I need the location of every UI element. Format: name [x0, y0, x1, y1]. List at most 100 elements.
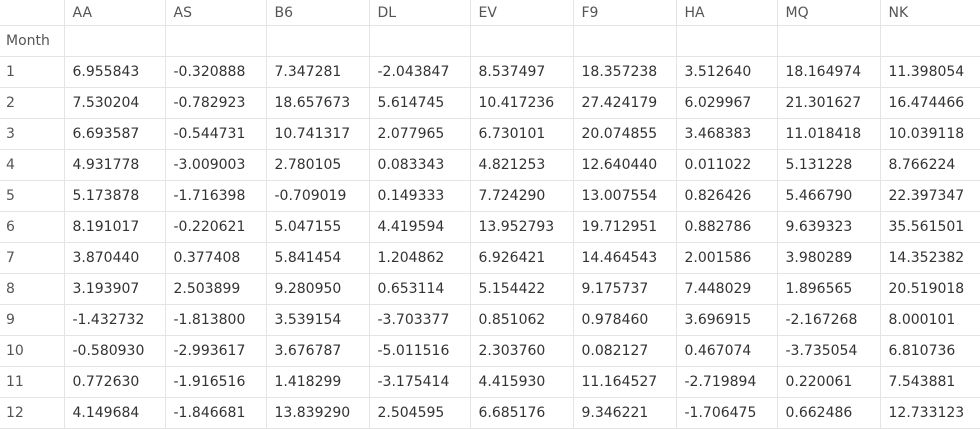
data-cell[interactable]: -2.167268: [776, 304, 881, 336]
column-header[interactable]: B6: [265, 0, 370, 26]
data-cell[interactable]: 12.733123: [879, 397, 980, 429]
data-cell[interactable]: 0.772630: [63, 366, 166, 398]
data-cell[interactable]: 6.730101: [469, 118, 574, 150]
data-cell[interactable]: 5.841454: [265, 242, 370, 274]
data-cell[interactable]: -2.719894: [675, 366, 778, 398]
data-cell[interactable]: 10.039118: [879, 118, 980, 150]
data-cell[interactable]: 7.724290: [469, 180, 574, 212]
data-cell[interactable]: 14.352382: [879, 242, 980, 274]
data-cell[interactable]: -2.993617: [164, 335, 267, 367]
data-cell[interactable]: 0.662486: [776, 397, 881, 429]
data-cell[interactable]: -3.175414: [368, 366, 471, 398]
data-cell[interactable]: 11.018418: [776, 118, 881, 150]
data-cell[interactable]: 20.074855: [572, 118, 677, 150]
data-cell[interactable]: 0.978460: [572, 304, 677, 336]
data-cell[interactable]: 6.029967: [675, 87, 778, 119]
column-header[interactable]: DL: [368, 0, 471, 26]
data-cell[interactable]: 7.543881: [879, 366, 980, 398]
data-cell[interactable]: 0.826426: [675, 180, 778, 212]
data-cell[interactable]: 9.175737: [572, 273, 677, 305]
data-cell[interactable]: 6.685176: [469, 397, 574, 429]
column-header[interactable]: AS: [164, 0, 267, 26]
data-cell[interactable]: -5.011516: [368, 335, 471, 367]
data-cell[interactable]: 20.519018: [879, 273, 980, 305]
data-cell[interactable]: 1.418299: [265, 366, 370, 398]
data-cell[interactable]: 0.653114: [368, 273, 471, 305]
data-cell[interactable]: 5.047155: [265, 211, 370, 243]
data-cell[interactable]: 22.397347: [879, 180, 980, 212]
data-cell[interactable]: 8.766224: [879, 149, 980, 181]
data-cell[interactable]: 5.466790: [776, 180, 881, 212]
data-cell[interactable]: 9.346221: [572, 397, 677, 429]
data-cell[interactable]: 6.693587: [63, 118, 166, 150]
data-cell[interactable]: 3.468383: [675, 118, 778, 150]
data-cell[interactable]: 35.561501: [879, 211, 980, 243]
data-cell[interactable]: 6.926421: [469, 242, 574, 274]
data-cell[interactable]: 13.952793: [469, 211, 574, 243]
data-cell[interactable]: 4.821253: [469, 149, 574, 181]
data-cell[interactable]: 8.191017: [63, 211, 166, 243]
data-cell[interactable]: 0.082127: [572, 335, 677, 367]
data-cell[interactable]: 6.810736: [879, 335, 980, 367]
data-cell[interactable]: -0.220621: [164, 211, 267, 243]
data-cell[interactable]: 10.741317: [265, 118, 370, 150]
data-cell[interactable]: 0.851062: [469, 304, 574, 336]
data-cell[interactable]: -0.782923: [164, 87, 267, 119]
data-cell[interactable]: 2.504595: [368, 397, 471, 429]
data-cell[interactable]: 4.931778: [63, 149, 166, 181]
column-header[interactable]: F9: [572, 0, 677, 26]
data-cell[interactable]: 3.512640: [675, 56, 778, 88]
data-cell[interactable]: 19.712951: [572, 211, 677, 243]
data-cell[interactable]: -1.716398: [164, 180, 267, 212]
data-cell[interactable]: 3.870440: [63, 242, 166, 274]
column-header[interactable]: AA: [63, 0, 166, 26]
data-cell[interactable]: 4.419594: [368, 211, 471, 243]
data-cell[interactable]: 2.077965: [368, 118, 471, 150]
data-cell[interactable]: 7.448029: [675, 273, 778, 305]
data-cell[interactable]: 0.011022: [675, 149, 778, 181]
data-cell[interactable]: -0.709019: [265, 180, 370, 212]
data-cell[interactable]: 14.464543: [572, 242, 677, 274]
data-cell[interactable]: 3.980289: [776, 242, 881, 274]
data-cell[interactable]: -1.432732: [63, 304, 166, 336]
data-cell[interactable]: 21.301627: [776, 87, 881, 119]
data-cell[interactable]: 5.173878: [63, 180, 166, 212]
data-cell[interactable]: 4.415930: [469, 366, 574, 398]
data-cell[interactable]: 0.467074: [675, 335, 778, 367]
data-cell[interactable]: 3.696915: [675, 304, 778, 336]
data-cell[interactable]: -1.813800: [164, 304, 267, 336]
data-cell[interactable]: -1.846681: [164, 397, 267, 429]
data-cell[interactable]: 13.839290: [265, 397, 370, 429]
data-cell[interactable]: 18.657673: [265, 87, 370, 119]
data-cell[interactable]: -2.043847: [368, 56, 471, 88]
data-cell[interactable]: 12.640440: [572, 149, 677, 181]
data-cell[interactable]: 4.149684: [63, 397, 166, 429]
column-header[interactable]: MQ: [776, 0, 881, 26]
data-cell[interactable]: 0.149333: [368, 180, 471, 212]
data-cell[interactable]: 0.882786: [675, 211, 778, 243]
data-cell[interactable]: 2.303760: [469, 335, 574, 367]
data-cell[interactable]: 13.007554: [572, 180, 677, 212]
data-cell[interactable]: 11.164527: [572, 366, 677, 398]
data-cell[interactable]: 18.357238: [572, 56, 677, 88]
data-cell[interactable]: 10.417236: [469, 87, 574, 119]
column-header[interactable]: HA: [675, 0, 778, 26]
data-cell[interactable]: 5.614745: [368, 87, 471, 119]
data-cell[interactable]: 11.398054: [879, 56, 980, 88]
data-cell[interactable]: -3.703377: [368, 304, 471, 336]
data-cell[interactable]: 1.204862: [368, 242, 471, 274]
data-cell[interactable]: -0.544731: [164, 118, 267, 150]
data-cell[interactable]: 2.001586: [675, 242, 778, 274]
data-cell[interactable]: 6.955843: [63, 56, 166, 88]
data-cell[interactable]: 2.780105: [265, 149, 370, 181]
data-cell[interactable]: 8.000101: [879, 304, 980, 336]
data-cell[interactable]: -0.320888: [164, 56, 267, 88]
data-cell[interactable]: -1.706475: [675, 397, 778, 429]
data-cell[interactable]: -3.009003: [164, 149, 267, 181]
data-cell[interactable]: 3.676787: [265, 335, 370, 367]
data-cell[interactable]: 7.530204: [63, 87, 166, 119]
data-cell[interactable]: 18.164974: [776, 56, 881, 88]
data-cell[interactable]: -1.916516: [164, 366, 267, 398]
data-cell[interactable]: 0.083343: [368, 149, 471, 181]
data-cell[interactable]: 2.503899: [164, 273, 267, 305]
